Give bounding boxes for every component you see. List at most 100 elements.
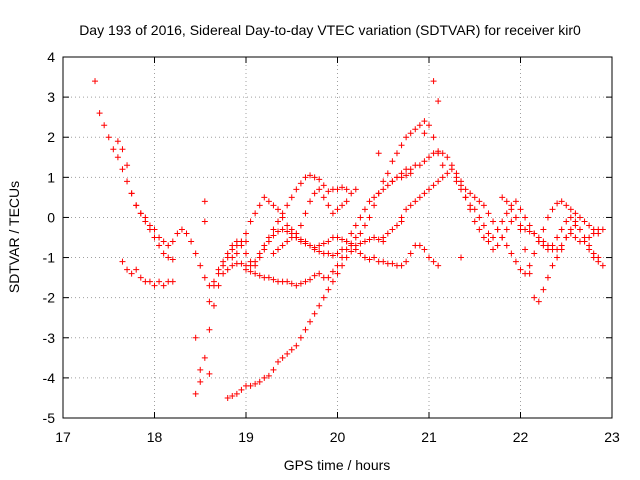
data-point: [160, 238, 167, 245]
x-axis-label: GPS time / hours: [284, 457, 391, 473]
x-tick-label: 18: [147, 429, 163, 445]
data-point: [412, 126, 419, 133]
data-point: [133, 202, 140, 209]
data-point: [124, 178, 131, 185]
data-point: [329, 252, 336, 259]
data-point: [426, 186, 432, 193]
data-point: [124, 162, 131, 169]
y-tick-labels: -5 -4 -3 -2 -1 0 1 2 3 4: [43, 49, 56, 426]
data-point: [119, 166, 126, 173]
data-point: [357, 230, 364, 237]
data-point: [92, 78, 99, 85]
data-point: [490, 234, 497, 241]
data-point: [430, 182, 437, 189]
data-point: [307, 276, 314, 283]
data-point: [265, 234, 272, 241]
data-point: [151, 282, 158, 289]
data-point: [535, 298, 542, 305]
data-point: [256, 378, 263, 385]
data-point: [252, 210, 259, 217]
data-point: [435, 148, 442, 155]
data-point: [142, 214, 149, 221]
data-point: [275, 358, 282, 365]
data-point: [380, 186, 387, 193]
data-point: [421, 118, 428, 125]
data-point: [366, 236, 373, 243]
data-point: [416, 242, 423, 249]
data-point: [357, 214, 364, 221]
data-point: [128, 270, 135, 277]
data-point: [375, 190, 382, 197]
data-point: [334, 186, 341, 193]
series-track-d: [192, 118, 446, 373]
data-point: [544, 274, 551, 281]
data-point: [526, 262, 533, 269]
data-point: [407, 130, 414, 137]
data-point: [206, 298, 213, 305]
data-point: [467, 202, 474, 209]
x-tick-labels: 17 18 19 20 21 22 23: [55, 429, 620, 445]
data-point: [572, 218, 579, 225]
data-point: [256, 202, 263, 209]
data-point: [210, 282, 217, 289]
data-point: [169, 256, 176, 263]
data-point: [599, 226, 606, 233]
data-point: [403, 258, 410, 265]
data-point: [151, 226, 158, 233]
data-point: [567, 206, 574, 213]
data-point: [316, 242, 323, 249]
data-point: [247, 262, 254, 269]
data-point: [288, 346, 295, 353]
data-point: [279, 242, 286, 249]
data-point: [265, 372, 272, 379]
x-tick-label: 23: [604, 429, 620, 445]
data-point: [197, 378, 204, 385]
data-point: [293, 342, 300, 349]
data-point: [210, 302, 217, 309]
data-point: [549, 206, 556, 213]
data-point: [435, 262, 442, 269]
series-track-h: [270, 170, 414, 259]
data-point: [329, 210, 336, 217]
data-point: [430, 258, 437, 265]
y-tick-label: -2: [43, 290, 56, 306]
data-point: [339, 246, 346, 253]
data-point: [526, 270, 533, 277]
data-point: [270, 250, 277, 257]
data-point: [448, 162, 455, 169]
data-point: [416, 122, 423, 129]
data-point: [544, 214, 551, 221]
y-tick-label: 4: [47, 49, 55, 65]
data-point: [554, 254, 561, 261]
data-point: [261, 194, 268, 201]
x-tick-label: 20: [330, 429, 346, 445]
data-point: [293, 234, 300, 241]
data-point: [499, 194, 506, 201]
data-point: [316, 176, 323, 183]
series-track-m: [499, 194, 606, 305]
data-point: [476, 226, 483, 233]
data-point: [252, 258, 259, 265]
data-point: [508, 218, 515, 225]
data-point: [165, 254, 172, 261]
data-point: [366, 256, 373, 263]
data-point: [526, 228, 533, 235]
data-point: [201, 198, 208, 205]
data-point: [416, 162, 423, 169]
data-point: [407, 250, 414, 257]
data-point: [407, 166, 414, 173]
data-point: [426, 122, 432, 129]
data-point: [576, 214, 583, 221]
data-point: [302, 278, 309, 285]
data-point: [531, 250, 538, 257]
y-tick-label: 0: [47, 209, 55, 225]
data-point: [256, 250, 263, 257]
data-point: [416, 194, 423, 201]
data-point: [124, 266, 131, 273]
data-point: [389, 158, 396, 165]
data-point: [302, 238, 309, 245]
data-point: [366, 214, 373, 221]
data-point: [105, 134, 112, 141]
data-point: [352, 246, 359, 253]
data-point: [398, 142, 405, 149]
